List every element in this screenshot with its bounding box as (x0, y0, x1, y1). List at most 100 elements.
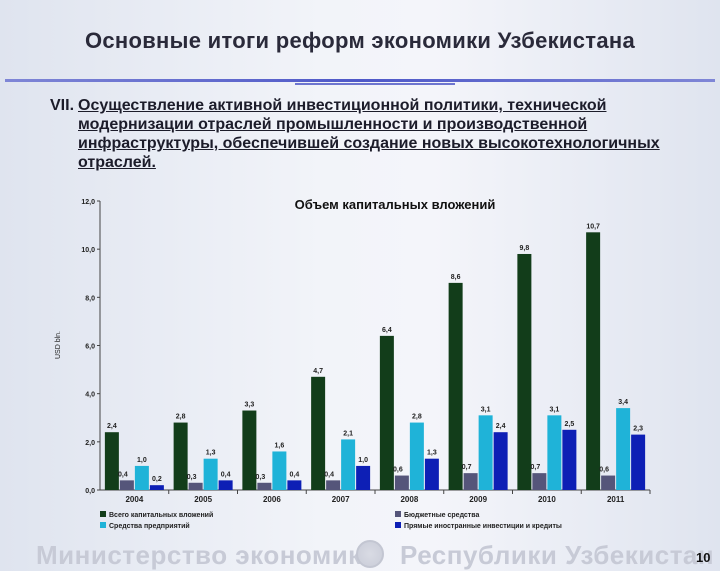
bar-1 (311, 376, 326, 490)
y-tick-label: 0,0 (85, 488, 95, 495)
bar-value-label: 0,7 (462, 464, 472, 471)
state-emblem-icon (356, 540, 384, 568)
bar-2 (532, 473, 547, 490)
footer-republic-text: Республики Узбекистан (400, 540, 715, 570)
legend-label: Всего капитальных вложений (109, 511, 213, 519)
bar-value-label: 0,4 (324, 471, 334, 478)
x-tick-label: 2010 (538, 495, 556, 504)
chart-title: Объем капитальных вложений (295, 197, 496, 212)
bar-1 (173, 422, 188, 490)
bar-1 (448, 282, 463, 490)
bar-value-label: 2,5 (565, 421, 575, 428)
section-description: Осуществление активной инвестиционной по… (78, 97, 660, 171)
bar-value-label: 0,7 (531, 464, 541, 471)
x-tick-label: 2005 (194, 495, 212, 504)
bar-3 (272, 451, 287, 490)
bar-value-label: 1,3 (206, 450, 216, 457)
bar-3 (134, 465, 149, 490)
bar-1 (517, 253, 532, 490)
legend-label: Прямые иностранные инвестиции и кредиты (404, 523, 562, 530)
bar-value-label: 1,0 (358, 457, 368, 464)
bar-value-label: 0,6 (599, 467, 609, 474)
bar-4 (631, 434, 646, 490)
bar-value-label: 2,4 (496, 423, 506, 430)
bar-4 (287, 480, 302, 490)
bar-3 (341, 439, 356, 490)
bar-value-label: 0,3 (256, 474, 266, 481)
bar-2 (119, 480, 134, 490)
bar-3 (409, 422, 424, 490)
bar-value-label: 1,0 (137, 457, 147, 464)
bar-3 (616, 408, 631, 490)
title-divider (5, 79, 715, 82)
bar-1 (104, 432, 119, 490)
legend-swatch (100, 522, 106, 528)
x-tick-label: 2011 (607, 495, 625, 504)
bar-value-label: 0,4 (118, 471, 128, 478)
bar-value-label: 2,3 (633, 426, 643, 433)
bar-value-label: 10,7 (586, 223, 600, 230)
title-divider-accent (295, 83, 455, 85)
bar-1 (242, 410, 257, 490)
footer: Министерство экономики Республики Узбеки… (0, 536, 720, 570)
bar-1 (379, 335, 394, 490)
y-tick-label: 12,0 (81, 199, 95, 206)
bar-value-label: 0,4 (290, 471, 300, 478)
bar-2 (188, 482, 203, 490)
bar-4 (356, 465, 371, 490)
legend-label: Средства предприятий (109, 522, 190, 530)
bar-value-label: 0,2 (152, 476, 162, 483)
x-tick-label: 2006 (263, 495, 281, 504)
bar-value-label: 0,3 (187, 474, 197, 481)
bar-value-label: 3,3 (245, 402, 255, 409)
bar-value-label: 0,4 (221, 471, 231, 478)
y-tick-label: 8,0 (85, 295, 95, 302)
legend-label: Бюджетные средства (404, 512, 479, 519)
bar-value-label: 8,6 (451, 274, 461, 281)
bar-value-label: 0,6 (393, 467, 403, 474)
bar-4 (149, 485, 164, 490)
x-tick-label: 2004 (125, 495, 143, 504)
bar-4 (562, 429, 577, 490)
x-tick-label: 2007 (332, 495, 350, 504)
bar-2 (463, 473, 478, 490)
y-tick-label: 2,0 (85, 440, 95, 447)
bar-2 (326, 480, 341, 490)
x-tick-label: 2009 (469, 495, 487, 504)
legend-swatch (395, 511, 401, 517)
bar-value-label: 1,3 (427, 450, 437, 457)
bar-value-label: 9,8 (520, 245, 530, 252)
bar-3 (547, 415, 562, 490)
bar-value-label: 6,4 (382, 327, 392, 334)
legend-swatch (395, 522, 401, 528)
bar-4 (218, 480, 233, 490)
bar-value-label: 4,7 (313, 368, 323, 375)
slide-title: Основные итоги реформ экономики Узбекист… (84, 28, 636, 53)
bar-value-label: 1,6 (275, 442, 285, 449)
bar-4 (424, 458, 439, 490)
bar-2 (394, 475, 409, 490)
bar-3 (203, 458, 218, 490)
page-number: 10 (696, 550, 711, 565)
bar-3 (478, 415, 493, 490)
bar-value-label: 3,4 (618, 399, 628, 406)
bar-value-label: 2,8 (412, 414, 422, 421)
bar-value-label: 2,8 (176, 414, 186, 421)
section-number: VII. (50, 97, 75, 114)
legend-swatch (100, 511, 106, 517)
x-tick-label: 2008 (400, 495, 418, 504)
bar-1 (586, 232, 601, 490)
bar-2 (257, 482, 272, 490)
bar-value-label: 2,4 (107, 423, 117, 430)
section-heading: VII. Осуществление активной инвестиционн… (50, 96, 690, 172)
footer-ministry-text: Министерство экономики (36, 540, 379, 570)
bar-2 (601, 475, 616, 490)
y-tick-label: 4,0 (85, 392, 95, 399)
bar-4 (493, 432, 508, 490)
bar-value-label: 3,1 (550, 406, 560, 413)
y-tick-label: 6,0 (85, 344, 95, 351)
bar-value-label: 3,1 (481, 406, 491, 413)
bar-value-label: 2,1 (343, 430, 353, 437)
